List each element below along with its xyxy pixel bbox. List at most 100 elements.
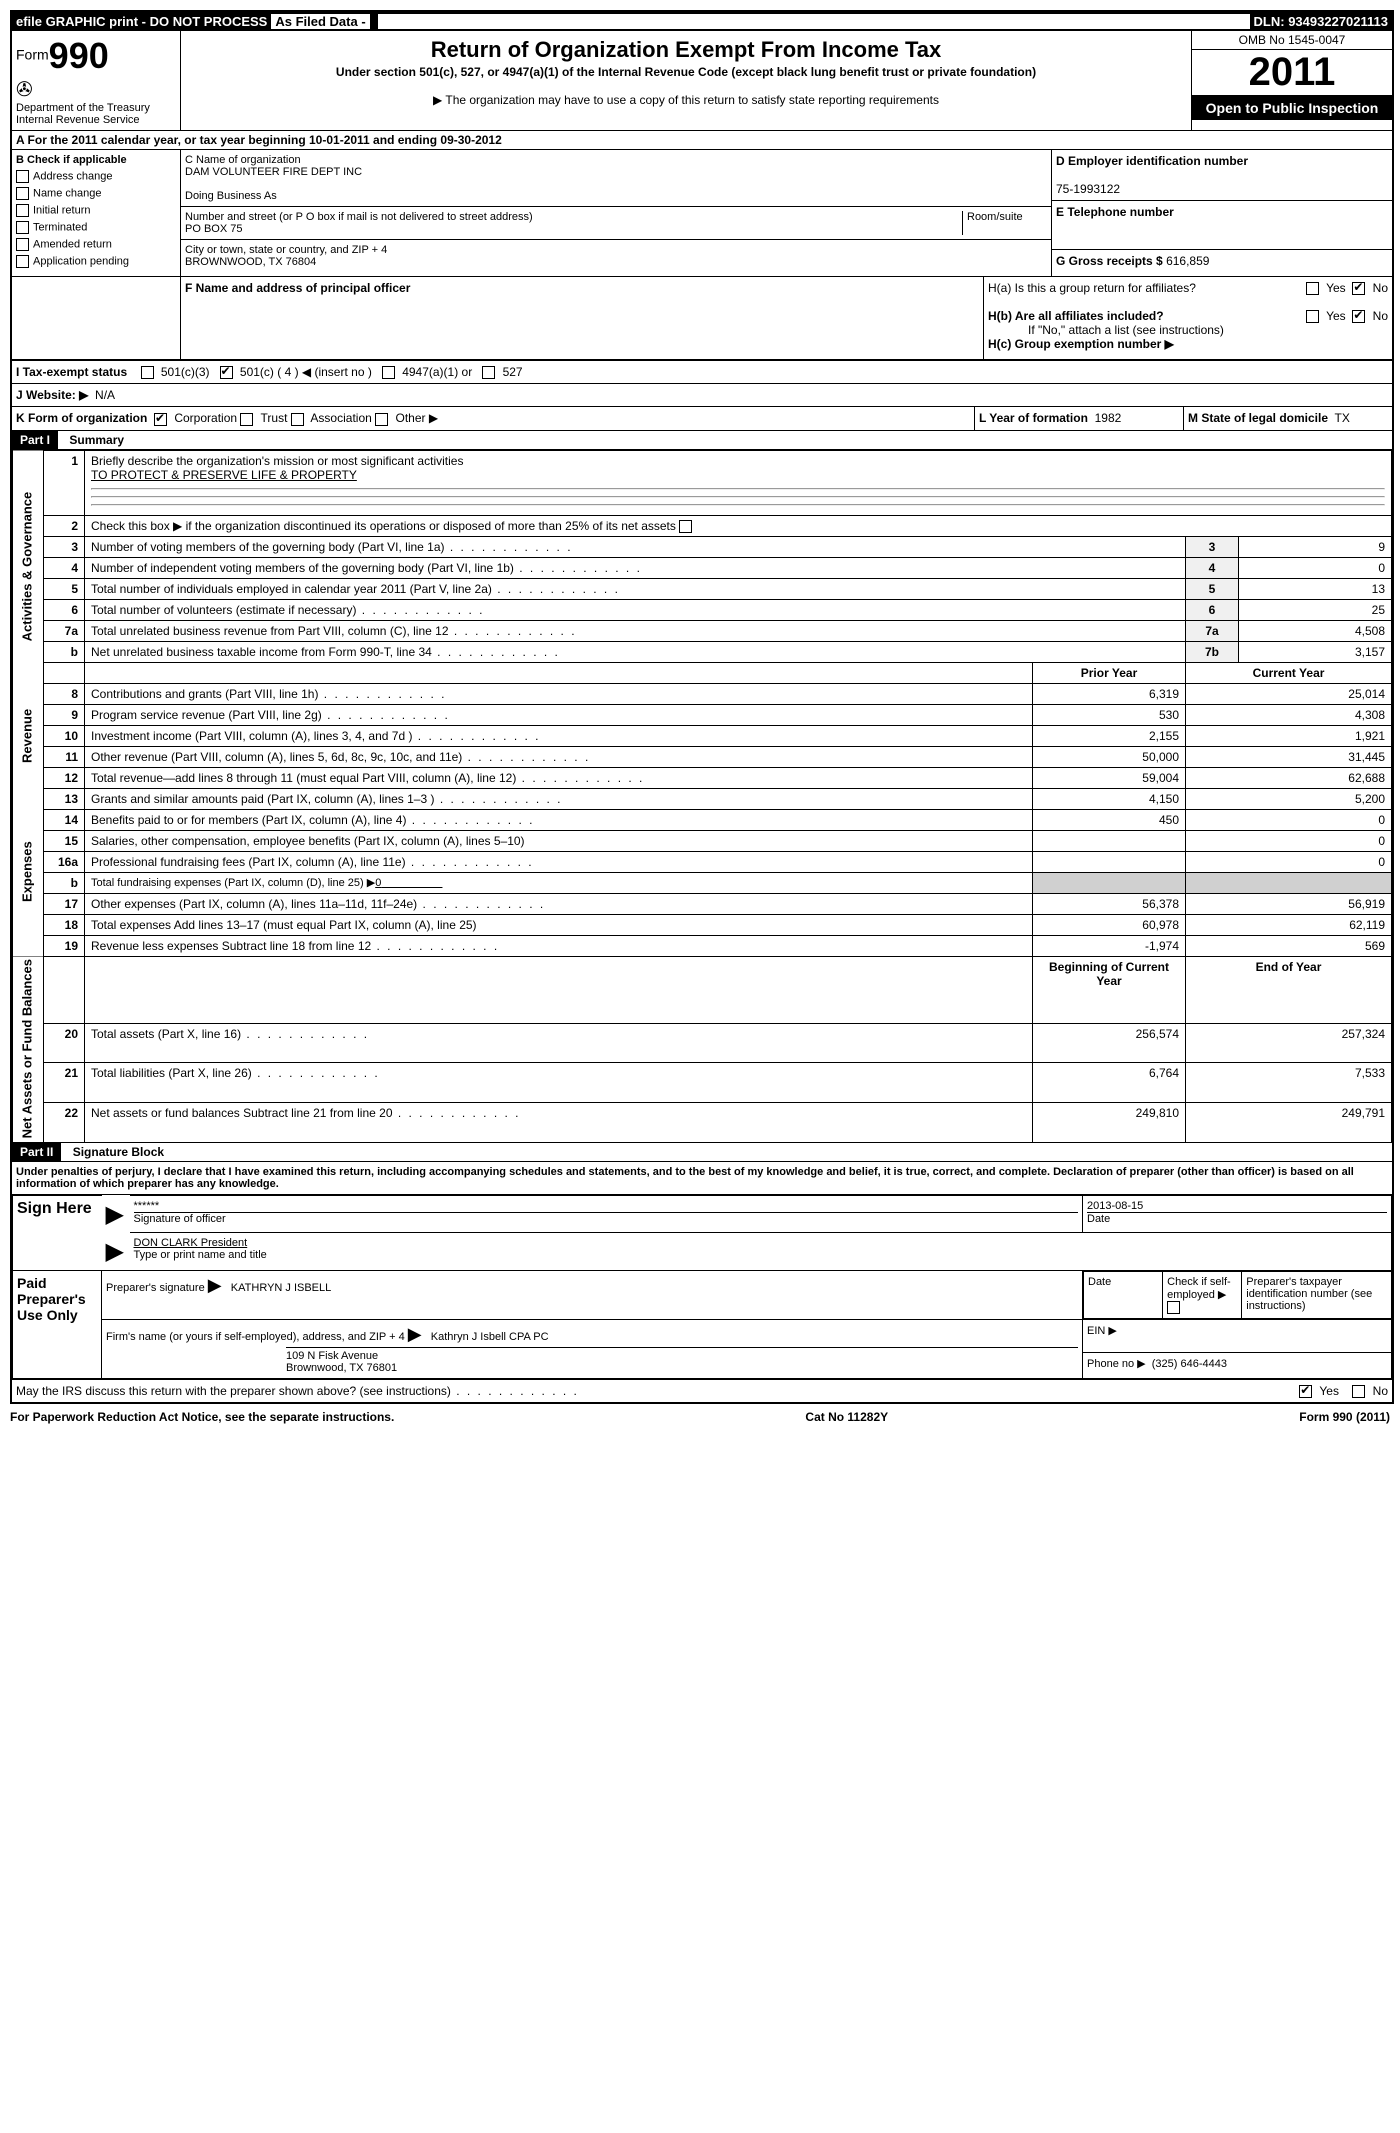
cb-527[interactable] xyxy=(482,366,495,379)
cb-initial[interactable]: Initial return xyxy=(16,204,176,217)
row-a: A For the 2011 calendar year, or tax yea… xyxy=(12,131,1392,150)
dln-label: DLN: 93493227021113 xyxy=(1254,14,1388,29)
firm-name: Kathryn J Isbell CPA PC xyxy=(431,1331,549,1343)
discuss-no[interactable] xyxy=(1352,1385,1365,1398)
hc-label: H(c) Group exemption number ▶ xyxy=(988,337,1388,351)
row-j: J Website: ▶ N/A xyxy=(12,384,1392,407)
dept-label: Department of the Treasury xyxy=(16,102,176,114)
omb-label: OMB No 1545-0047 xyxy=(1192,31,1392,50)
org-name-label: C Name of organization xyxy=(185,154,1047,166)
firm-addr2: Brownwood, TX 76801 xyxy=(286,1362,1078,1374)
tax-year: 2011 xyxy=(1192,50,1392,96)
l-value: 1982 xyxy=(1095,411,1122,425)
footer-left: For Paperwork Reduction Act Notice, see … xyxy=(10,1410,394,1424)
org-name-cell: C Name of organization DAM VOLUNTEER FIR… xyxy=(181,150,1051,207)
city-value: BROWNWOOD, TX 76804 xyxy=(185,256,1047,268)
vlabel-rev: Revenue xyxy=(13,683,44,788)
vlabel-exp: Expenses xyxy=(13,788,44,956)
section-b: B Check if applicable Address change Nam… xyxy=(12,150,181,276)
line2-checkbox[interactable] xyxy=(679,520,692,533)
gross-cell: G Gross receipts $ 616,859 xyxy=(1052,250,1392,272)
street-label: Number and street (or P O box if mail is… xyxy=(185,211,962,223)
cb-terminated[interactable]: Terminated xyxy=(16,221,176,234)
selfemp: Check if self-employed ▶ xyxy=(1163,1272,1242,1318)
header-left: Form990 ✇ Department of the Treasury Int… xyxy=(12,31,181,130)
gross-label: G Gross receipts $ xyxy=(1056,254,1163,268)
form-subtitle: Under section 501(c), 527, or 4947(a)(1)… xyxy=(185,65,1187,79)
cb-address[interactable]: Address change xyxy=(16,170,176,183)
dba-label: Doing Business As xyxy=(185,190,1047,202)
asfiled-empty xyxy=(378,14,1250,29)
row-j-label: J Website: ▶ xyxy=(16,388,88,402)
part1-title: Summary xyxy=(61,431,132,449)
summary-table: Activities & Governance 1 Briefly descri… xyxy=(12,450,1392,1144)
ha-label: H(a) Is this a group return for affiliat… xyxy=(988,281,1196,295)
footer-mid: Cat No 11282Y xyxy=(805,1410,888,1424)
ein-label: D Employer identification number xyxy=(1056,154,1388,168)
sig-date-label: Date xyxy=(1087,1212,1387,1225)
cb-assoc[interactable] xyxy=(291,413,304,426)
header-right: OMB No 1545-0047 2011 Open to Public Ins… xyxy=(1191,31,1392,130)
form-990-num: 990 xyxy=(49,35,109,76)
hb-yes[interactable] xyxy=(1306,310,1319,323)
line2-num: 2 xyxy=(44,515,85,536)
line1: Briefly describe the organization's miss… xyxy=(85,450,1392,515)
arrow-icon-2: ▶ xyxy=(102,1233,130,1271)
cb-trust[interactable] xyxy=(240,413,253,426)
cb-amended[interactable]: Amended return xyxy=(16,238,176,251)
row-k: K Form of organization Corporation Trust… xyxy=(12,407,1392,430)
cb-pending[interactable]: Application pending xyxy=(16,255,176,268)
signature-section: Sign Here ▶ ****** Signature of officer … xyxy=(12,1195,1392,1379)
mission-text: TO PROTECT & PRESERVE LIFE & PROPERTY xyxy=(91,468,357,482)
declaration: Under penalties of perjury, I declare th… xyxy=(12,1162,1392,1195)
irs-label: Internal Revenue Service xyxy=(16,114,176,126)
prep-sig-label: Preparer's signature xyxy=(106,1282,205,1294)
row-i: I Tax-exempt status 501(c)(3) 501(c) ( 4… xyxy=(12,360,1392,384)
ein-label2: EIN ▶ xyxy=(1083,1320,1391,1353)
m-label: M State of legal domicile xyxy=(1188,411,1328,425)
street-value: PO BOX 75 xyxy=(185,223,962,235)
gross-value: 616,859 xyxy=(1166,254,1209,268)
discuss-label: May the IRS discuss this return with the… xyxy=(16,1384,579,1398)
firm-label: Firm's name (or yours if self-employed),… xyxy=(106,1331,405,1343)
sign-here-label: Sign Here xyxy=(13,1196,102,1271)
footer: For Paperwork Reduction Act Notice, see … xyxy=(10,1404,1390,1430)
cb-501c3[interactable] xyxy=(141,366,154,379)
l-label: L Year of formation xyxy=(979,411,1088,425)
line1-num: 1 xyxy=(44,450,85,515)
officer-name: DON CLARK President xyxy=(134,1237,1388,1249)
arrow-icon: ▶ xyxy=(102,1196,130,1233)
selfemp-checkbox[interactable] xyxy=(1167,1301,1180,1314)
sig-date: 2013-08-15 xyxy=(1087,1200,1387,1212)
cb-4947[interactable] xyxy=(382,366,395,379)
cb-501c[interactable] xyxy=(220,366,233,379)
ptin-label: Preparer's taxpayer identification numbe… xyxy=(1242,1272,1390,1318)
cb-name[interactable]: Name change xyxy=(16,187,176,200)
row-fh: F Name and address of principal officer … xyxy=(12,277,1392,360)
hb-no[interactable] xyxy=(1352,310,1365,323)
cb-other[interactable] xyxy=(375,413,388,426)
header-row: Form990 ✇ Department of the Treasury Int… xyxy=(12,31,1392,131)
preparer-name: KATHRYN J ISBELL xyxy=(231,1282,331,1294)
cb-corp[interactable] xyxy=(154,413,167,426)
ein-value: 75-1993122 xyxy=(1056,182,1388,196)
discuss-row: May the IRS discuss this return with the… xyxy=(12,1379,1392,1402)
ha-yes[interactable] xyxy=(1306,282,1319,295)
section-f-label: F Name and address of principal officer xyxy=(185,281,410,295)
firm-addr1: 109 N Fisk Avenue xyxy=(286,1347,1078,1362)
hb-row: H(b) Are all affiliates included? Yes No xyxy=(988,309,1388,323)
part2-header-row: Part II Signature Block xyxy=(12,1143,1392,1162)
discuss-yes[interactable] xyxy=(1299,1385,1312,1398)
section-de: D Employer identification number 75-1993… xyxy=(1051,150,1392,276)
city-cell: City or town, state or country, and ZIP … xyxy=(181,240,1051,272)
org-name: DAM VOLUNTEER FIRE DEPT INC xyxy=(185,166,1047,178)
sig-officer-label: Signature of officer xyxy=(134,1212,1079,1225)
row-i-label: I Tax-exempt status xyxy=(16,365,127,379)
part2-title: Signature Block xyxy=(65,1143,172,1161)
vlabel-ag: Activities & Governance xyxy=(13,450,44,683)
form-title: Return of Organization Exempt From Incom… xyxy=(185,37,1187,63)
form-number: Form990 xyxy=(16,35,176,77)
ha-no[interactable] xyxy=(1352,282,1365,295)
room-label: Room/suite xyxy=(962,211,1047,235)
ein-cell: D Employer identification number 75-1993… xyxy=(1052,150,1392,201)
